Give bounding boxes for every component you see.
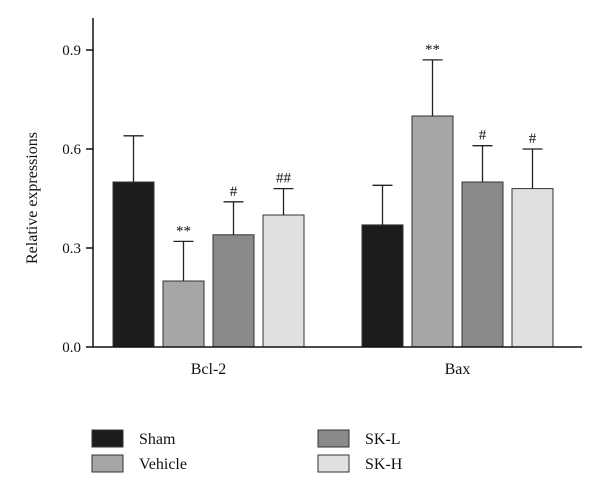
bar	[411, 115, 454, 348]
significance-label: #	[230, 184, 238, 200]
bar	[511, 188, 554, 348]
significance-label: #	[529, 131, 537, 147]
significance-label: **	[425, 42, 440, 58]
axes: 0.0 0.3 0.6 0.9 Bcl-2 Bax	[62, 18, 582, 378]
y-tick-label: 0.0	[62, 340, 81, 356]
bar	[162, 280, 205, 348]
y-tick-label: 0.9	[62, 43, 81, 59]
legend: Sham Vehicle SK-L SK-H	[91, 429, 403, 473]
legend-label: SK-H	[365, 456, 403, 473]
x-tick-label: Bcl-2	[191, 361, 227, 378]
legend-swatch	[91, 429, 124, 448]
plot-area: **###**# #	[112, 42, 554, 348]
y-axis-title: Relative expressions	[24, 132, 41, 264]
y-tick-label: 0.3	[62, 241, 81, 257]
significance-label: #	[479, 128, 487, 144]
legend-swatch	[317, 429, 350, 448]
legend-swatch	[91, 454, 124, 473]
significance-label: ##	[276, 171, 292, 187]
x-tick-label: Bax	[445, 361, 471, 378]
y-tick-label: 0.6	[62, 142, 81, 158]
legend-swatch	[317, 454, 350, 473]
significance-label: **	[176, 223, 191, 239]
legend-label: Vehicle	[139, 456, 187, 473]
legend-label: SK-L	[365, 431, 401, 448]
bar	[361, 224, 404, 348]
bar	[461, 181, 504, 348]
bar	[262, 214, 305, 348]
bar	[212, 234, 255, 348]
legend-label: Sham	[139, 431, 176, 448]
bar	[112, 181, 155, 348]
